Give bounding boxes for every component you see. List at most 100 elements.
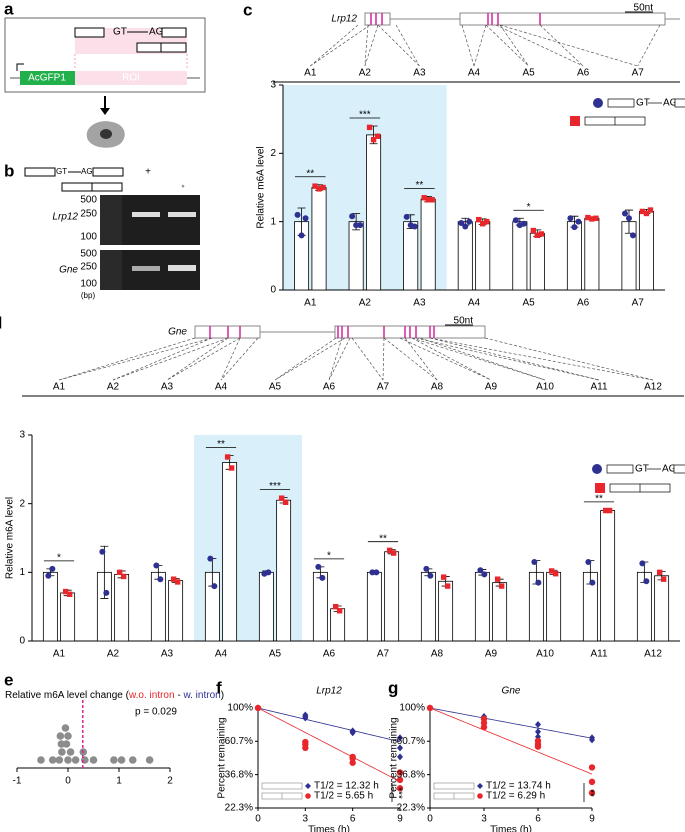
point [71, 756, 80, 764]
bar [311, 187, 327, 291]
amplicon-label: A10 [536, 382, 554, 393]
sig-label: * [57, 553, 61, 564]
point [228, 465, 235, 471]
bar [438, 580, 454, 642]
bar [312, 571, 328, 642]
dash-guide [429, 337, 600, 381]
dash-guide [411, 337, 546, 381]
y-axis-label: Relative m6A level [5, 497, 16, 579]
bar [258, 571, 274, 642]
point [575, 218, 582, 225]
x-tick-label: A12 [644, 649, 662, 660]
y-tick-label: 100% [399, 703, 425, 714]
exon-box [24, 167, 56, 177]
point [411, 223, 418, 230]
x-tick-label: A1 [53, 649, 66, 660]
bar [403, 221, 419, 291]
point [397, 753, 403, 761]
amplicon-label: A6 [323, 382, 336, 393]
error-bar [100, 545, 109, 599]
point [423, 565, 430, 572]
bar [600, 510, 616, 642]
point [396, 785, 404, 792]
panel-label: b [4, 161, 14, 180]
gel-band [168, 212, 196, 217]
amplicon-label: A8 [431, 382, 444, 393]
point [207, 555, 214, 562]
point [265, 569, 272, 576]
title-part: - [175, 690, 184, 701]
point [117, 756, 126, 764]
point [440, 574, 447, 580]
x-tick-label: 0 [255, 814, 261, 825]
y-tick-label: 36.8% [397, 769, 425, 780]
x-tick-label: 2 [167, 776, 173, 787]
point [278, 495, 285, 501]
x-tick-label: A2 [359, 298, 372, 309]
bar [457, 221, 473, 291]
x-tick-label: 9 [397, 814, 403, 825]
x-tick-label: 1 [116, 776, 122, 787]
point [294, 211, 301, 218]
sig-label: ** [306, 168, 314, 179]
point [282, 499, 289, 505]
dash-guide [328, 337, 351, 381]
point [477, 567, 484, 574]
unit-label: (bp) [81, 291, 96, 300]
point [535, 728, 541, 736]
panel-label: e [4, 670, 13, 689]
dash-guide [310, 24, 371, 67]
x-tick-label: A7 [377, 649, 390, 660]
point [302, 744, 309, 752]
panel-label: f [216, 678, 222, 697]
x-tick-label: 9 [589, 814, 595, 825]
y-axis-label: Percent remaining [389, 717, 400, 798]
point [319, 574, 326, 581]
half-life-label: T1/2 = 6.29 h [486, 791, 545, 802]
amplicon-label: A3 [413, 68, 426, 79]
point [128, 756, 137, 764]
panel-label: c [243, 0, 252, 19]
donor-label: GT [56, 167, 67, 176]
exon-box [161, 27, 187, 38]
y-tick-label: 2 [19, 498, 25, 509]
y-tick-label: 22.3% [225, 803, 253, 814]
point [37, 756, 45, 764]
amplicon-label: A4 [468, 68, 481, 79]
point [602, 507, 609, 514]
dash-guide [429, 337, 654, 381]
fit-line [257, 707, 401, 743]
y-tick-label: 2 [270, 148, 276, 159]
amplicon-label: A2 [107, 382, 120, 393]
y-tick-label: 60.7% [397, 736, 425, 747]
point [458, 220, 465, 227]
dash-guide [404, 337, 438, 381]
x-tick-label: A4 [468, 298, 481, 309]
point [606, 507, 613, 514]
lane-mark: + [145, 167, 151, 178]
point [567, 215, 574, 222]
sig-label: ** [379, 533, 387, 544]
gel [122, 195, 200, 245]
point [373, 569, 380, 576]
dash-guide [499, 24, 529, 67]
legend-gene [261, 782, 303, 790]
legend-exon [673, 464, 685, 474]
point [374, 133, 381, 139]
x-tick-label: A5 [522, 298, 535, 309]
sig-label: *** [392, 787, 403, 799]
x-tick-label: A1 [304, 298, 317, 309]
point [462, 223, 469, 230]
point [520, 220, 527, 227]
dash-guide [112, 337, 213, 381]
point [224, 454, 231, 460]
bar [42, 571, 58, 642]
dash-guide [485, 24, 529, 67]
point [302, 713, 309, 721]
point [145, 756, 154, 764]
point [336, 608, 343, 614]
half-life-label: T1/2 = 12.32 h [314, 781, 379, 792]
bar [654, 575, 670, 642]
dash-guide [461, 24, 475, 67]
ladder-label: 250 [80, 262, 97, 273]
